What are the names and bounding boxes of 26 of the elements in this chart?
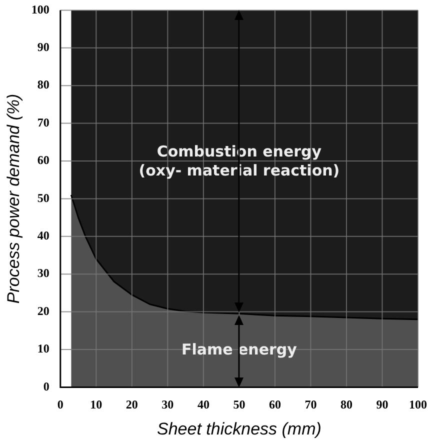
y-axis-title: Process power demand (%) bbox=[4, 94, 23, 304]
x-tick-label: 80 bbox=[340, 397, 352, 412]
x-tick-label: 60 bbox=[268, 397, 281, 412]
annotation: Combustion energy (oxy- material reaction) bbox=[138, 142, 340, 180]
y-tick-label: 50 bbox=[37, 190, 50, 205]
x-tick-label: 10 bbox=[90, 397, 102, 412]
x-tick-label: 90 bbox=[376, 397, 388, 412]
x-tick-label: 70 bbox=[304, 397, 317, 412]
y-tick-label: 30 bbox=[37, 266, 50, 280]
y-tick-label: 40 bbox=[37, 228, 50, 242]
annotation: Flame energy bbox=[181, 340, 298, 358]
y-tick-label: 100 bbox=[31, 2, 50, 16]
y-tick-label: 90 bbox=[37, 40, 50, 54]
x-axis-title: Sheet thickness (mm) bbox=[157, 420, 322, 439]
y-tick-label: 20 bbox=[37, 304, 50, 318]
y-tick-label: 10 bbox=[37, 342, 50, 356]
x-tick-label: 0 bbox=[57, 397, 64, 412]
y-tick-label: 60 bbox=[37, 153, 50, 168]
x-tick-label: 50 bbox=[233, 397, 246, 412]
y-tick-label: 0 bbox=[43, 379, 50, 394]
y-tick-label: 70 bbox=[37, 115, 50, 130]
x-tick-label: 40 bbox=[197, 397, 210, 412]
x-tick-label: 100 bbox=[409, 397, 427, 412]
y-tick-label: 80 bbox=[37, 78, 50, 92]
x-tick-label: 30 bbox=[162, 397, 174, 412]
x-tick-label: 20 bbox=[126, 397, 138, 412]
